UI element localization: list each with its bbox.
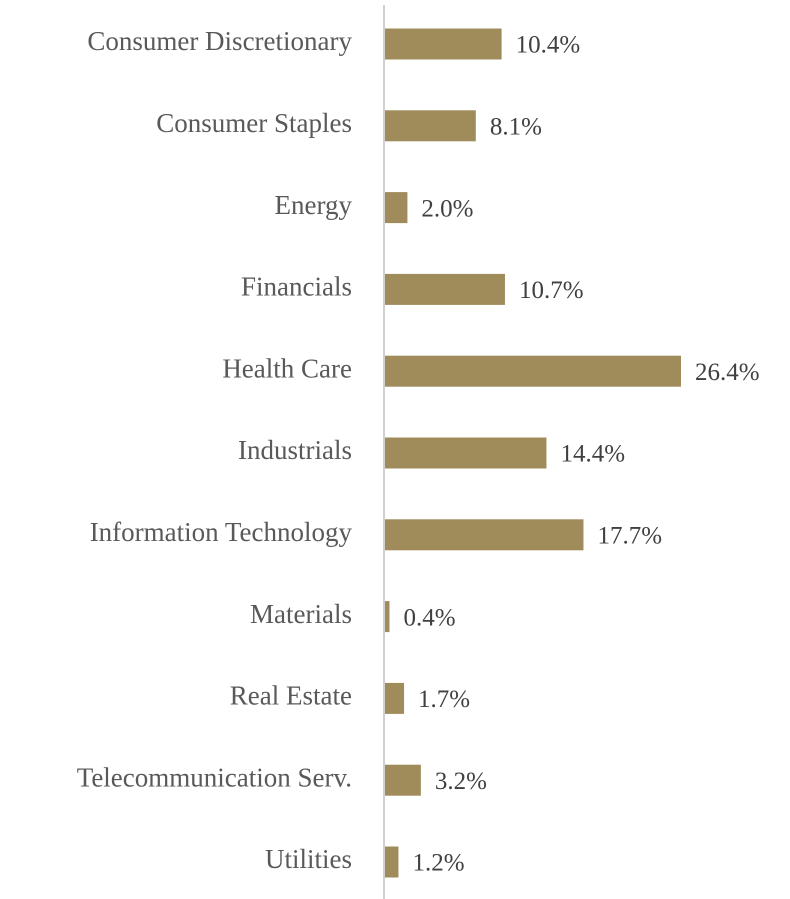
category-label: Information Technology: [90, 517, 353, 547]
value-label: 26.4%: [695, 359, 760, 386]
value-label: 10.4%: [516, 32, 581, 59]
category-label: Materials: [250, 599, 352, 629]
bar: [385, 846, 399, 878]
category-label: Energy: [275, 190, 353, 220]
bar: [385, 273, 505, 305]
value-label: 8.1%: [490, 114, 542, 141]
category-label: Consumer Discretionary: [87, 26, 352, 56]
category-label: Health Care: [222, 353, 352, 383]
bar: [385, 519, 584, 551]
category-label: Utilities: [265, 844, 352, 874]
bar: [385, 28, 502, 60]
value-label: 2.0%: [421, 195, 473, 222]
bar: [385, 110, 476, 142]
category-label: Real Estate: [230, 681, 352, 711]
value-label: 17.7%: [597, 523, 662, 550]
category-label: Industrials: [238, 435, 352, 465]
value-label: 14.4%: [560, 441, 625, 468]
bar: [385, 764, 421, 796]
value-label: 3.2%: [435, 768, 487, 795]
category-label: Consumer Staples: [156, 108, 352, 138]
category-label: Financials: [241, 272, 352, 302]
bar: [385, 682, 405, 714]
bar: [385, 601, 390, 633]
value-label: 1.7%: [418, 686, 470, 713]
value-label: 10.7%: [519, 277, 584, 304]
value-label: 0.4%: [403, 604, 455, 631]
category-label: Telecommunication Serv.: [77, 762, 352, 792]
bar: [385, 355, 681, 387]
value-label: 1.2%: [412, 850, 464, 877]
bar: [385, 437, 547, 469]
bar: [385, 192, 408, 224]
